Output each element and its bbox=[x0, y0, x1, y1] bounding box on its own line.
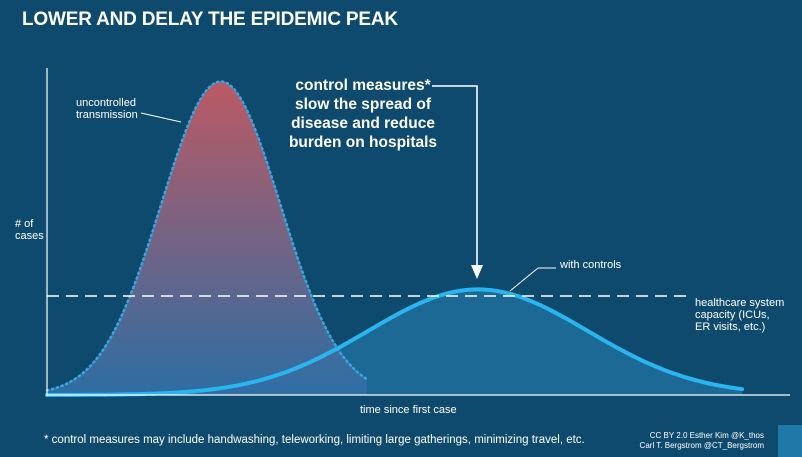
capacity-label-line-3: ER visits, etc.) bbox=[695, 321, 766, 333]
credit-line-2: Carl T. Bergstrom @CT_Bergstrom bbox=[639, 441, 764, 450]
control-note-line-3: disease and reduce bbox=[291, 115, 435, 132]
capacity-label: healthcare system capacity (ICUs, ER vis… bbox=[695, 297, 784, 333]
uncontrolled-leader bbox=[140, 112, 182, 123]
uncontrolled-label-line-2: transmission bbox=[76, 109, 138, 121]
capacity-label-line-2: capacity (ICUs, bbox=[695, 309, 770, 321]
credit-line-1: CC BY 2.0 Esther Kim @K_thos bbox=[649, 431, 764, 440]
control-note-line-2: slow the spread of bbox=[294, 96, 432, 113]
control-measures-note: control measures* slow the spread of dis… bbox=[268, 76, 458, 152]
y-axis-label-line-1: # of bbox=[15, 218, 34, 230]
uncontrolled-area bbox=[47, 81, 367, 395]
corner-logo bbox=[778, 425, 802, 457]
capacity-label-line-1: healthcare system bbox=[695, 297, 785, 309]
with-controls-leader bbox=[509, 267, 539, 292]
footnote: * control measures may include handwashi… bbox=[44, 434, 585, 446]
with-controls-label: with controls bbox=[560, 259, 622, 271]
chart-title: LOWER AND DELAY THE EPIDEMIC PEAK bbox=[22, 9, 398, 30]
uncontrolled-outline bbox=[45, 80, 368, 392]
y-axis-label-line-2: cases bbox=[15, 230, 44, 242]
control-measures-arrow bbox=[432, 85, 478, 267]
credit: CC BY 2.0 Esther Kim @K_thos Carl T. Ber… bbox=[640, 431, 764, 451]
control-note-line-1: control measures* bbox=[295, 77, 431, 94]
x-axis-label: time since first case bbox=[360, 404, 457, 416]
with-controls-line bbox=[45, 287, 744, 397]
with-controls-area bbox=[47, 289, 742, 395]
y-axis-label: # of cases bbox=[15, 218, 44, 242]
uncontrolled-label: uncontrolled transmission bbox=[76, 97, 138, 121]
uncontrolled-label-line-1: uncontrolled bbox=[76, 97, 136, 109]
control-note-line-4: burden on hospitals bbox=[288, 134, 438, 151]
control-measures-arrowhead bbox=[471, 265, 483, 279]
